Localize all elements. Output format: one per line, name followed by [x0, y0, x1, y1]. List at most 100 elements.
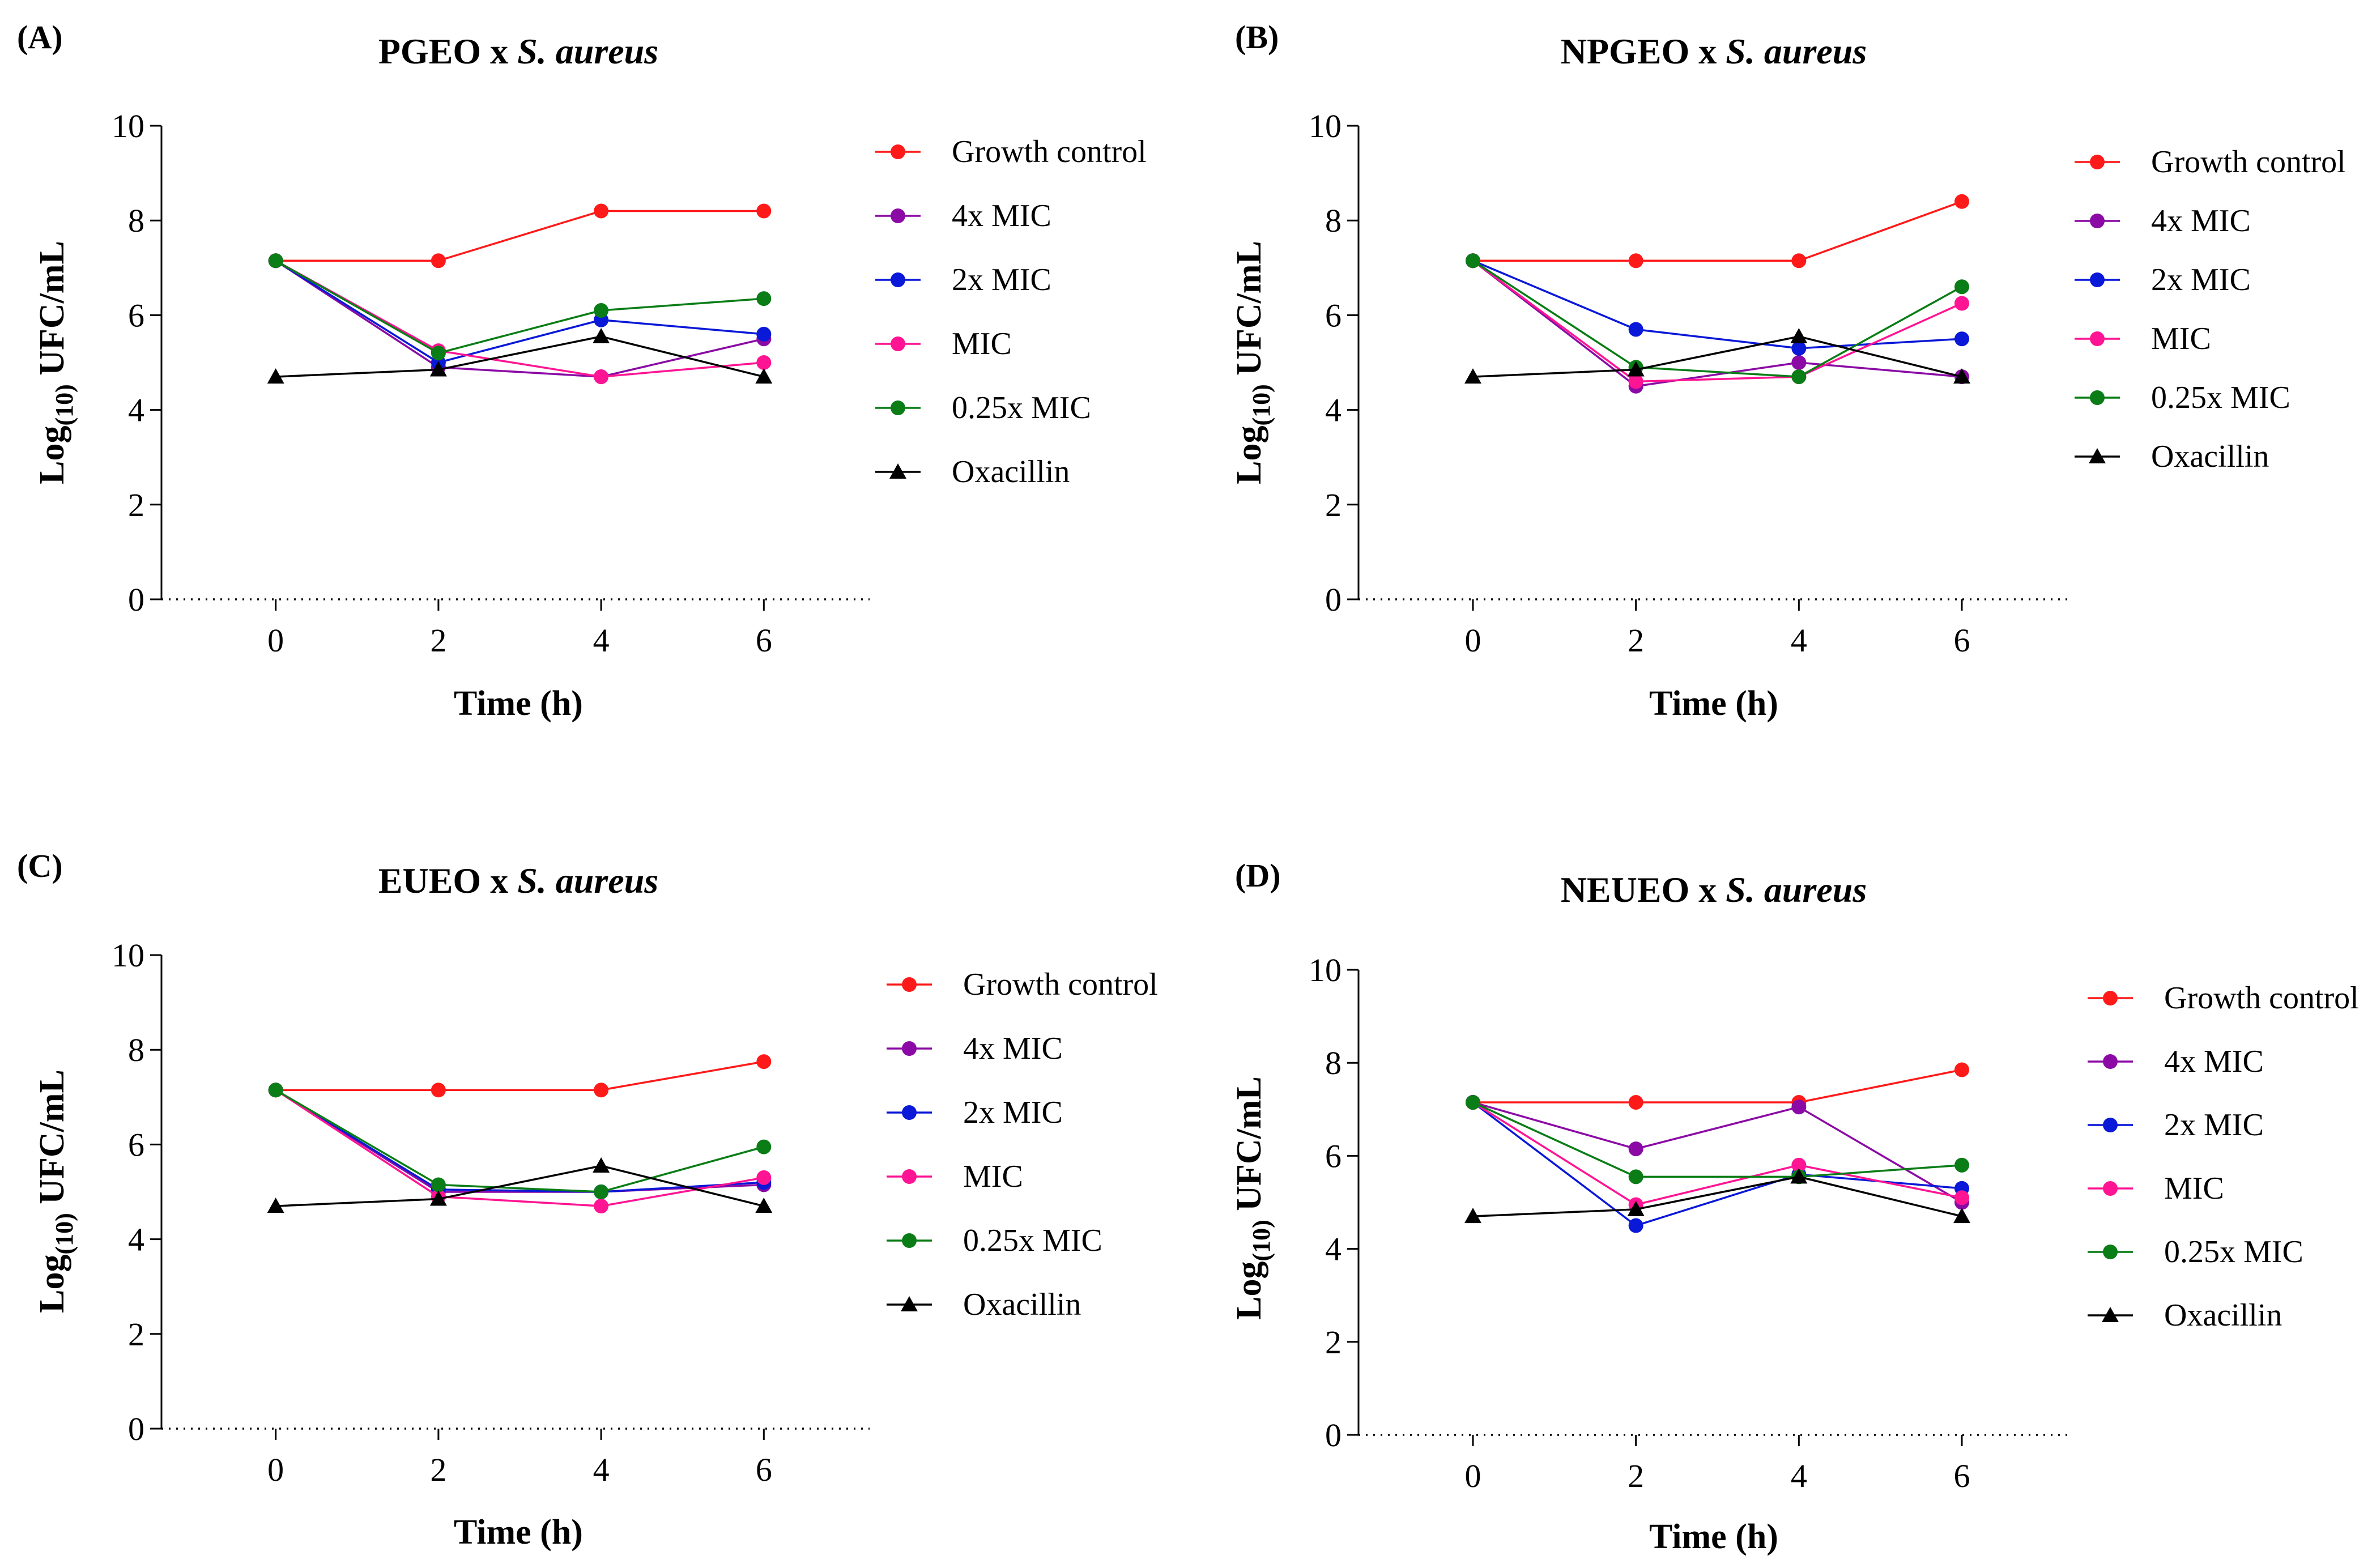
plot-area: 0 2 4 6 8 10 0 2 4 6 [112, 937, 870, 1488]
data-point-mic [1791, 1157, 1807, 1173]
data-point-oxacillin [593, 1157, 610, 1173]
data-point-oxacillin [1790, 328, 1808, 344]
y-axis-label: Log(10) UFC/mL [1230, 1076, 1275, 1320]
y-label-units: UFC/mL [33, 241, 71, 384]
legend-label: Oxacillin [952, 454, 1070, 489]
x-axis-label: Time (h) [454, 684, 583, 723]
data-point-oxacillin [593, 328, 610, 344]
x-tick-label: 6 [1954, 622, 1970, 659]
y-label-sub: (10) [50, 1213, 78, 1254]
legend: Growth control 4x MIC 2x MIC MIC 0.25x MIC Ox… [2075, 144, 2346, 474]
chart-title: NPGEO x S. aureus [1561, 31, 1867, 71]
series-line-oxacillin [1472, 1175, 1962, 1217]
y-tick-label: 0 [1325, 581, 1342, 618]
legend-swatch-marker [902, 1105, 917, 1120]
data-point-mic [756, 355, 772, 370]
legend-label: 2x MIC [963, 1095, 1063, 1130]
data-point-2x-mic [1628, 1218, 1643, 1233]
data-point-0-25x-mic [1465, 1094, 1480, 1110]
x-tick-label: 2 [1628, 622, 1644, 659]
legend-swatch-marker [2103, 1181, 2118, 1196]
panel-b: (B) NPGEO x S. aureus 0 2 4 6 8 10 0 2 4 6 Time (… [1230, 19, 2346, 723]
x-tick-label: 2 [1628, 1458, 1644, 1494]
data-point-growth-control [594, 1083, 609, 1098]
y-tick-label: 4 [128, 392, 144, 429]
legend-swatch-marker [891, 272, 905, 287]
series-line-growth-control [1472, 1068, 1962, 1103]
series-line-0-25x-mic [275, 259, 764, 355]
legend-swatch-marker [891, 208, 905, 223]
panel-label: (C) [17, 847, 63, 884]
legend-swatch-marker [2090, 331, 2105, 346]
series-line-2x-mic [1472, 259, 1962, 350]
y-label-log: Log [1230, 426, 1268, 484]
data-point-oxacillin [267, 1198, 284, 1213]
x-tick-label: 0 [267, 1451, 284, 1488]
x-axis-label: Time (h) [1649, 1518, 1778, 1556]
series-line-mic [1472, 259, 1962, 383]
data-point-4x-mic [1628, 1141, 1643, 1157]
series-line-oxacillin [275, 1165, 764, 1207]
panel-label: (B) [1235, 19, 1279, 56]
data-point-growth-control [1628, 253, 1643, 269]
legend-label: 4x MIC [2164, 1044, 2264, 1079]
data-point-oxacillin [1953, 1208, 1971, 1224]
data-point-growth-control [1954, 1062, 1970, 1077]
legend-swatch-marker [2103, 1245, 2118, 1259]
series-line-oxacillin [1472, 335, 1962, 378]
legend-label: MIC [963, 1159, 1023, 1194]
legend-swatch-marker [902, 1169, 917, 1184]
legend-label: 0.25x MIC [952, 390, 1091, 425]
y-tick-label: 8 [1325, 1045, 1342, 1081]
data-point-0-25x-mic [1628, 1169, 1643, 1184]
y-axis-label: Log(10) UFC/mL [33, 241, 78, 484]
data-point-0-25x-mic [431, 346, 446, 361]
legend-label: 4x MIC [952, 198, 1051, 233]
data-point-growth-control [756, 203, 772, 219]
panel-c: (C) EUEO x S. aureus 0 2 4 6 8 10 0 2 4 6 Time (h… [17, 847, 1158, 1552]
legend: Growth control 4x MIC 2x MIC MIC 0.25x MIC Ox… [2088, 981, 2359, 1333]
x-tick-label: 4 [1791, 622, 1807, 659]
y-tick-label: 10 [1309, 108, 1342, 144]
legend-swatch-marker [891, 336, 905, 351]
data-point-oxacillin [429, 361, 447, 377]
legend-swatch-marker [2103, 1054, 2118, 1069]
y-tick-label: 6 [1325, 297, 1342, 334]
legend-swatch-marker [891, 144, 905, 159]
x-tick-label: 0 [1464, 1458, 1481, 1494]
y-tick-label: 10 [1309, 952, 1342, 988]
data-point-oxacillin [1464, 1208, 1481, 1224]
panel-label: (A) [17, 19, 63, 56]
y-tick-label: 6 [128, 297, 144, 334]
y-axis-label: Log(10) UFC/mL [1230, 241, 1275, 484]
panel-label: (D) [1235, 857, 1281, 894]
data-point-0-25x-mic [1465, 253, 1480, 269]
chart-title-main: NEUEO x [1561, 870, 1726, 910]
y-label-sub: (10) [1247, 1220, 1275, 1261]
panel-d: (D) NEUEO x S. aureus 0 2 4 6 8 10 0 2 4 6 Time (… [1230, 857, 2359, 1556]
y-label-log: Log [33, 1255, 71, 1313]
x-tick-label: 6 [756, 1451, 772, 1488]
data-point-mic [1954, 296, 1970, 311]
data-point-0-25x-mic [1954, 279, 1970, 295]
chart-title-main: EUEO x [378, 860, 517, 901]
chart-title-species: S. aureus [1726, 870, 1867, 910]
y-label-units: UFC/mL [33, 1070, 71, 1213]
legend-label: 2x MIC [2151, 262, 2251, 297]
data-point-mic [1954, 1190, 1970, 1205]
data-point-mic [594, 1199, 609, 1214]
data-point-2x-mic [1954, 331, 1970, 347]
legend-swatch-marker [2103, 991, 2118, 1005]
series-line-0-25x-mic [1472, 1101, 1962, 1178]
y-tick-label: 2 [1325, 1324, 1342, 1361]
series-line-oxacillin [275, 335, 764, 378]
series-line-growth-control [275, 210, 764, 262]
legend-swatch-marker [2089, 448, 2106, 463]
series-line-mic [1472, 1101, 1962, 1206]
legend-label: Growth control [963, 967, 1158, 1002]
legend-label: 2x MIC [2164, 1107, 2264, 1143]
x-tick-label: 2 [430, 622, 446, 659]
data-point-growth-control [1628, 1094, 1643, 1110]
data-point-0-25x-mic [594, 1184, 609, 1199]
